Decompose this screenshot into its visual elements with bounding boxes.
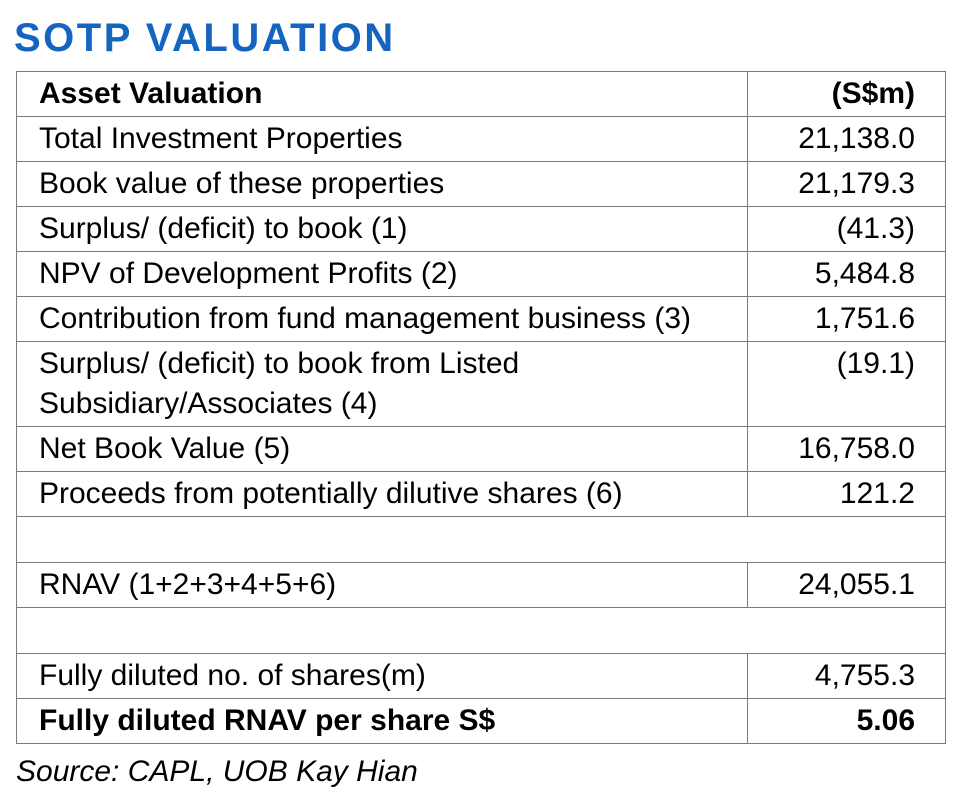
row-value: 24,055.1 (747, 562, 946, 608)
row-label: Book value of these properties (16, 161, 748, 207)
table-row: Book value of these properties 21,179.3 (16, 161, 946, 207)
row-label: Proceeds from potentially dilutive share… (16, 471, 748, 517)
table-row: Proceeds from potentially dilutive share… (16, 471, 946, 517)
table-row: NPV of Development Profits (2) 5,484.8 (16, 251, 946, 297)
header-unit: (S$m) (747, 71, 946, 117)
row-label: Total Investment Properties (16, 116, 748, 162)
table-row: Net Book Value (5) 16,758.0 (16, 426, 946, 472)
blank-row (16, 516, 946, 563)
row-label: Surplus/ (deficit) to book from Listed S… (16, 341, 748, 427)
table-row: RNAV (1+2+3+4+5+6) 24,055.1 (16, 562, 946, 608)
table-row: Total Investment Properties 21,138.0 (16, 116, 946, 162)
table-row: Surplus/ (deficit) to book from Listed S… (16, 341, 946, 427)
row-value: 5,484.8 (747, 251, 946, 297)
blank-cell (16, 607, 946, 654)
table-row: Surplus/ (deficit) to book (1) (41.3) (16, 206, 946, 252)
row-value: 21,179.3 (747, 161, 946, 207)
table-row: Contribution from fund management busine… (16, 296, 946, 342)
row-label: NPV of Development Profits (2) (16, 251, 748, 297)
row-label: Contribution from fund management busine… (16, 296, 748, 342)
page-title: SOTP VALUATION (14, 16, 396, 60)
row-value: (19.1) (747, 341, 946, 427)
row-value: 4,755.3 (747, 653, 946, 699)
row-value: (41.3) (747, 206, 946, 252)
row-value: 21,138.0 (747, 116, 946, 162)
blank-row (16, 607, 946, 654)
table-row: Fully diluted no. of shares(m) 4,755.3 (16, 653, 946, 699)
table-row-total: Fully diluted RNAV per share S$ 5.06 (16, 698, 946, 744)
row-label: Net Book Value (5) (16, 426, 748, 472)
table-header-row: Asset Valuation (S$m) (16, 71, 946, 117)
row-value: 16,758.0 (747, 426, 946, 472)
row-label: Fully diluted RNAV per share S$ (16, 698, 748, 744)
source-note: Source: CAPL, UOB Kay Hian (16, 755, 418, 788)
blank-cell (16, 516, 946, 563)
sotp-valuation-table: Asset Valuation (S$m) Total Investment P… (16, 71, 946, 744)
row-value: 5.06 (747, 698, 946, 744)
row-label: Surplus/ (deficit) to book (1) (16, 206, 748, 252)
header-asset-valuation: Asset Valuation (16, 71, 748, 117)
row-value: 1,751.6 (747, 296, 946, 342)
row-value: 121.2 (747, 471, 946, 517)
row-label: RNAV (1+2+3+4+5+6) (16, 562, 748, 608)
row-label: Fully diluted no. of shares(m) (16, 653, 748, 699)
